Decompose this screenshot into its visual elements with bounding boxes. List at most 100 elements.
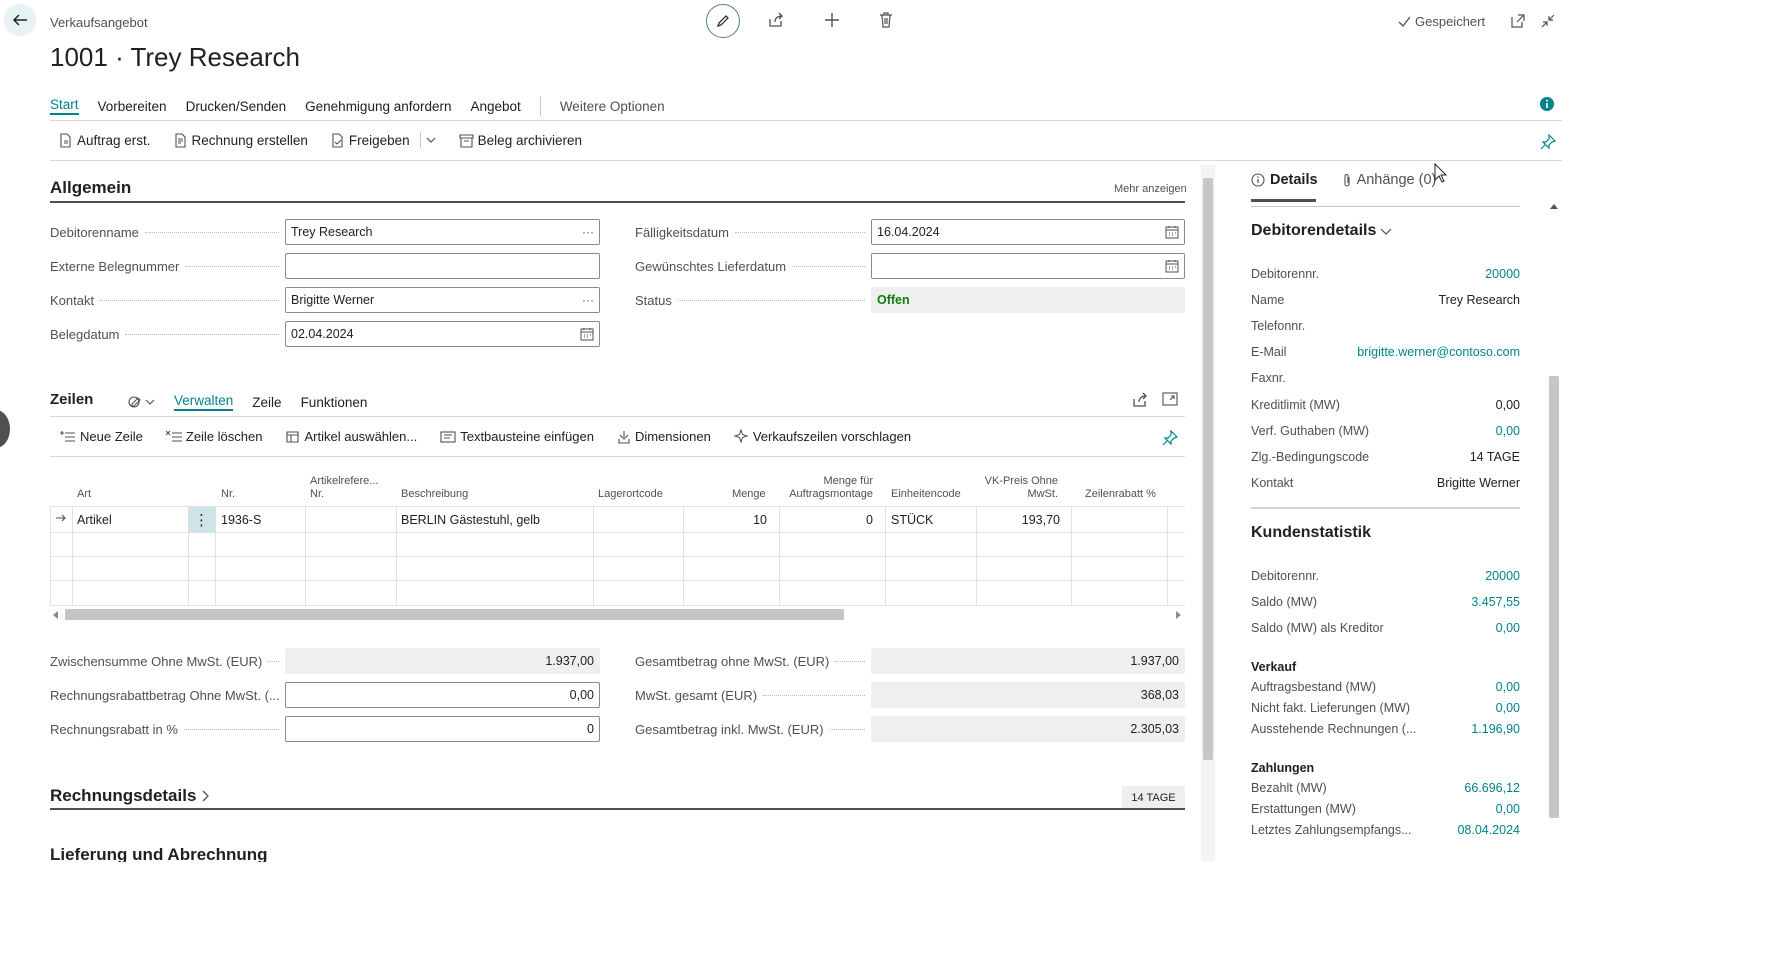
back-button[interactable] [4,4,36,36]
field-label: Gesamtbetrag inkl. MwSt. (EUR) [635,721,824,737]
column-header-type[interactable]: Art [77,488,92,500]
edit-button[interactable] [706,4,740,38]
customer-name-field[interactable]: Trey Research ··· [285,219,600,245]
chevron-down-icon[interactable] [425,134,437,146]
factbox-row-value[interactable]: brigitte.werner@contoso.com [1357,345,1520,360]
lines-table: Art Nr. Artikelrefere... Nr. Beschreibung… [50,470,1185,606]
column-header-uom[interactable]: Einheitencode [891,488,961,500]
tab-manage[interactable]: Verwalten [174,393,234,411]
new-line-button[interactable]: Neue Zeile [60,429,143,444]
section-title-invoice-details[interactable]: Rechnungsdetails [50,786,210,806]
info-outline-icon [1251,173,1265,187]
requested-delivery-field[interactable] [871,253,1185,279]
scroll-left-icon[interactable] [53,611,59,619]
factbox-row-value[interactable]: 20000 [1485,569,1520,583]
show-more-link[interactable]: Mehr anzeigen [1114,183,1187,195]
select-items-button[interactable]: Artikel auswählen... [285,429,417,444]
main-vertical-scrollbar-thumb[interactable] [1203,178,1213,760]
factbox-row-value[interactable]: 66.696,12 [1464,781,1520,795]
factbox-row-value[interactable]: 0,00 [1495,701,1520,715]
factbox-scrollbar[interactable] [1548,200,1561,862]
factbox-row-value[interactable]: 0,00 [1495,423,1520,438]
tab-prepare[interactable]: Vorbereiten [97,98,167,114]
factbox-scrollbar-thumb[interactable] [1549,376,1559,818]
section-title-lines[interactable]: Zeilen [50,391,94,408]
column-header-description[interactable]: Beschreibung [401,488,469,500]
scroll-up-icon[interactable] [1550,204,1558,210]
tab-details[interactable]: Details [1251,172,1318,188]
expand-icon[interactable] [1162,391,1178,407]
collapse-button[interactable] [1540,13,1556,29]
customer-details-heading[interactable]: Debitorendetails [1251,222,1392,240]
column-header-item-ref[interactable]: Artikelrefere... Nr. [310,475,379,500]
info-icon[interactable] [1539,96,1555,112]
tab-start[interactable]: Start [50,97,79,115]
delete-line-button[interactable]: Zeile löschen [165,429,262,444]
ellipsis-icon[interactable]: ··· [582,293,594,307]
dimensions-button[interactable]: Dimensionen [617,429,711,444]
tab-functions[interactable]: Funktionen [300,394,368,410]
column-header-quantity[interactable]: Menge [732,488,766,500]
factbox-row-value[interactable]: 1.196,90 [1471,722,1520,736]
table-cell-assemble-qty[interactable]: 0 [866,513,873,527]
scroll-right-icon[interactable] [1175,611,1181,619]
ellipsis-icon[interactable]: ··· [582,225,594,239]
inv-discount-pct-field[interactable]: 0 [285,716,600,742]
open-new-window-button[interactable] [1510,13,1526,29]
column-header-assemble-qty[interactable]: Menge für Auftragsmontage [789,475,873,500]
doc-date-field[interactable]: 02.04.2024 [285,321,600,347]
external-doc-field[interactable] [285,253,600,279]
factbox-row-value[interactable]: 0,00 [1495,621,1520,635]
section-title-general[interactable]: Allgemein [50,178,132,197]
tab-attachments[interactable]: Anhänge (0) [1342,172,1436,188]
share-button[interactable] [767,11,785,29]
column-header-unit-price[interactable]: VK-Preis Ohne MwSt. [984,475,1058,500]
table-cell-uom[interactable]: STÜCK [891,513,934,527]
suggest-lines-button[interactable]: Verkaufszeilen vorschlagen [733,429,911,444]
archive-document-button[interactable]: Beleg archivieren [459,133,582,148]
side-panel-handle[interactable] [0,410,10,448]
make-invoice-button[interactable]: Rechnung erstellen [173,133,308,148]
table-cell-no[interactable]: 1936-S [221,513,262,527]
text-block-icon [440,430,456,444]
insert-text-button[interactable]: Textbausteine einfügen [440,429,594,444]
inv-discount-amount-field[interactable]: 0,00 [285,682,600,708]
make-order-button[interactable]: Auftrag erst. [58,133,151,148]
pin-icon[interactable] [1162,430,1178,446]
table-cell-unit-price[interactable]: 193,70 [1021,513,1060,527]
tab-print-send[interactable]: Drucken/Senden [185,98,287,114]
calendar-icon[interactable] [1165,225,1179,239]
tab-quote[interactable]: Angebot [470,98,521,114]
contact-field[interactable]: Brigitte Werner ··· [285,287,600,313]
tab-request-approval[interactable]: Genehmigung anfordern [305,98,452,114]
table-cell-quantity[interactable]: 10 [753,513,767,527]
column-header-location[interactable]: Lagerortcode [598,488,663,500]
factbox-row-value[interactable]: 3.457,55 [1471,595,1520,609]
tab-line[interactable]: Zeile [252,394,282,410]
column-header-no[interactable]: Nr. [221,488,236,500]
horizontal-scrollbar-thumb[interactable] [65,609,844,620]
customer-stats-heading[interactable]: Kundenstatistik [1251,524,1372,541]
share-icon[interactable] [1131,391,1149,409]
column-header-line-discount[interactable]: Zeilenrabatt % [1085,488,1156,500]
delete-button[interactable] [877,11,895,29]
lines-view-selector[interactable] [127,394,155,410]
breadcrumb: Verkaufsangebot [50,15,148,30]
section-title-shipping-billing[interactable]: Lieferung und Abrechnung [50,845,268,862]
release-button[interactable]: Freigeben [330,132,437,148]
factbox-row-value[interactable]: 0,00 [1495,680,1520,694]
factbox-row-value[interactable]: 0,00 [1495,802,1520,816]
new-button[interactable] [823,11,841,29]
tab-separator [539,96,541,116]
horizontal-scrollbar[interactable] [50,609,1185,622]
table-cell-type[interactable]: Artikel [77,513,112,527]
table-cell-description[interactable]: BERLIN Gästestuhl, gelb [401,513,540,527]
calendar-icon[interactable] [1165,259,1179,273]
tab-more-options[interactable]: Weitere Optionen [559,98,665,114]
pin-icon[interactable] [1540,134,1556,150]
factbox-row-value[interactable]: 08.04.2024 [1457,823,1520,837]
due-date-field[interactable]: 16.04.2024 [871,219,1185,245]
factbox-row-value[interactable]: 20000 [1485,267,1520,281]
calendar-icon[interactable] [580,327,594,341]
row-actions-menu-icon[interactable]: ⋮ [188,507,215,532]
